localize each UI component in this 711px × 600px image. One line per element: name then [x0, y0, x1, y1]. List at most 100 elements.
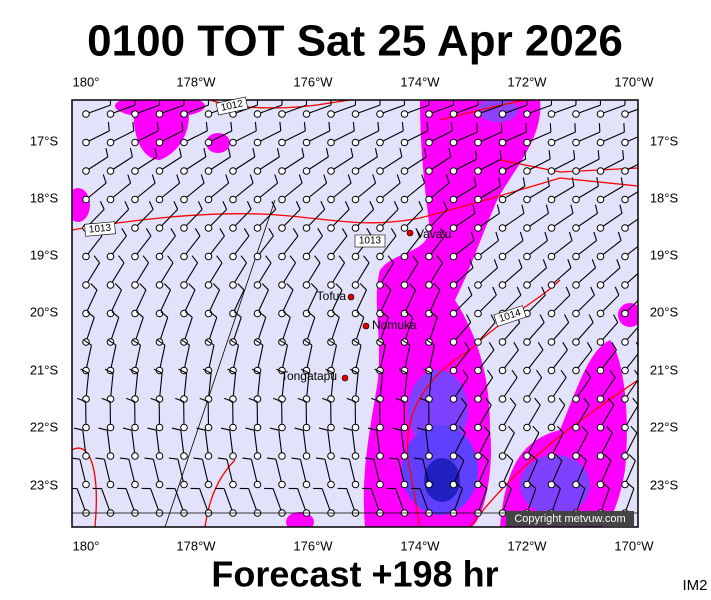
barb-station [327, 452, 335, 460]
barb-station [278, 309, 286, 318]
wind-barb [340, 457, 360, 489]
barb-staff [428, 289, 441, 314]
barb-staff [199, 488, 210, 514]
barb-station [425, 252, 433, 261]
barb-staff [134, 104, 160, 115]
wind-barb [126, 397, 139, 432]
barb-staff [226, 459, 234, 485]
barb-staff [600, 294, 620, 314]
barb-station [621, 138, 629, 147]
barb-staff [302, 430, 308, 457]
barb-feather [485, 397, 492, 406]
barb-staff [208, 262, 223, 286]
wind-barb [224, 397, 237, 432]
barb-station [229, 480, 237, 489]
barb-feather [227, 147, 231, 158]
barb-staff [183, 182, 205, 200]
barb-feather [490, 314, 496, 323]
barb-feather [227, 368, 236, 374]
wind-barb [547, 204, 574, 232]
place-dot [362, 322, 370, 330]
barb-staff [275, 459, 283, 485]
barb-feather [73, 427, 83, 431]
barb-staff [229, 430, 234, 457]
barb-staff [453, 212, 476, 229]
barb-station [302, 423, 311, 432]
barb-station [376, 309, 384, 318]
barb-feather [377, 339, 386, 346]
wind-barb [131, 174, 156, 204]
barb-feather [230, 339, 239, 346]
barb-station [253, 480, 262, 489]
wind-barb [474, 342, 495, 375]
barb-station [229, 309, 237, 318]
wind-barb [621, 369, 638, 403]
barb-staff [177, 459, 185, 485]
wind-barb [416, 427, 433, 460]
barb-staff [183, 209, 203, 229]
wind-barb [572, 150, 600, 175]
wind-barb [351, 121, 380, 147]
barb-staff [502, 432, 515, 457]
barb-station [204, 138, 213, 147]
barb-feather [212, 283, 220, 291]
barb-staff [110, 182, 131, 200]
barb-staff [453, 131, 478, 144]
barb-staff [376, 430, 381, 457]
barb-station [425, 423, 433, 432]
barb-staff [299, 459, 308, 485]
lat-label-right: 22°S [650, 419, 679, 434]
barb-station [621, 480, 629, 489]
barb-feather [483, 425, 491, 434]
barb-feather [423, 368, 432, 374]
barb-station [449, 452, 458, 460]
barb-station [400, 195, 409, 204]
barb-staff [232, 209, 252, 229]
lat-label-right: 19°S [650, 247, 679, 262]
barb-feather [322, 397, 331, 403]
barb-staff [125, 488, 136, 514]
wind-barb [498, 177, 526, 204]
barb-staff [452, 488, 463, 514]
barb-staff [501, 488, 512, 514]
barb-staff [208, 156, 231, 172]
barb-feather [412, 255, 419, 264]
barb-feather [209, 311, 218, 318]
barb-feather [384, 283, 392, 291]
barb-feather [472, 204, 476, 214]
wind-barb [229, 200, 252, 232]
barb-feather [504, 482, 512, 489]
barb-staff [403, 373, 408, 400]
barb-station [523, 281, 531, 289]
barb-feather [145, 228, 152, 237]
wind-barb [302, 255, 321, 289]
barb-staff [330, 317, 340, 343]
wind-barb [175, 397, 188, 432]
barb-feather [121, 228, 127, 237]
place-dot [347, 293, 355, 301]
barb-station [547, 167, 556, 175]
barb-staff [404, 235, 421, 257]
barb-staff [428, 262, 444, 286]
barb-staff [257, 209, 277, 229]
barb-feather [167, 255, 174, 264]
barb-station [180, 138, 188, 147]
labels: 180° 180° 178°W 178°W 176°W 176°W 174°W 174°W 17… [30, 74, 679, 553]
barb-feather [114, 283, 122, 291]
barb-staff [428, 130, 453, 143]
barb-feather [555, 453, 563, 462]
barb-feather [252, 147, 256, 158]
barb-feather [542, 259, 548, 268]
barb-staff [502, 240, 524, 257]
barb-station [278, 252, 286, 261]
wind-barb [596, 204, 623, 232]
barb-station [425, 480, 433, 489]
barb-feather [455, 482, 463, 489]
barb-staff [502, 294, 522, 314]
barb-feather [220, 427, 230, 431]
barb-staff [477, 158, 502, 172]
barb-station [523, 423, 531, 432]
barb-staff [575, 240, 597, 257]
wind-barb [204, 147, 231, 175]
lat-label-left: 19°S [30, 247, 59, 262]
